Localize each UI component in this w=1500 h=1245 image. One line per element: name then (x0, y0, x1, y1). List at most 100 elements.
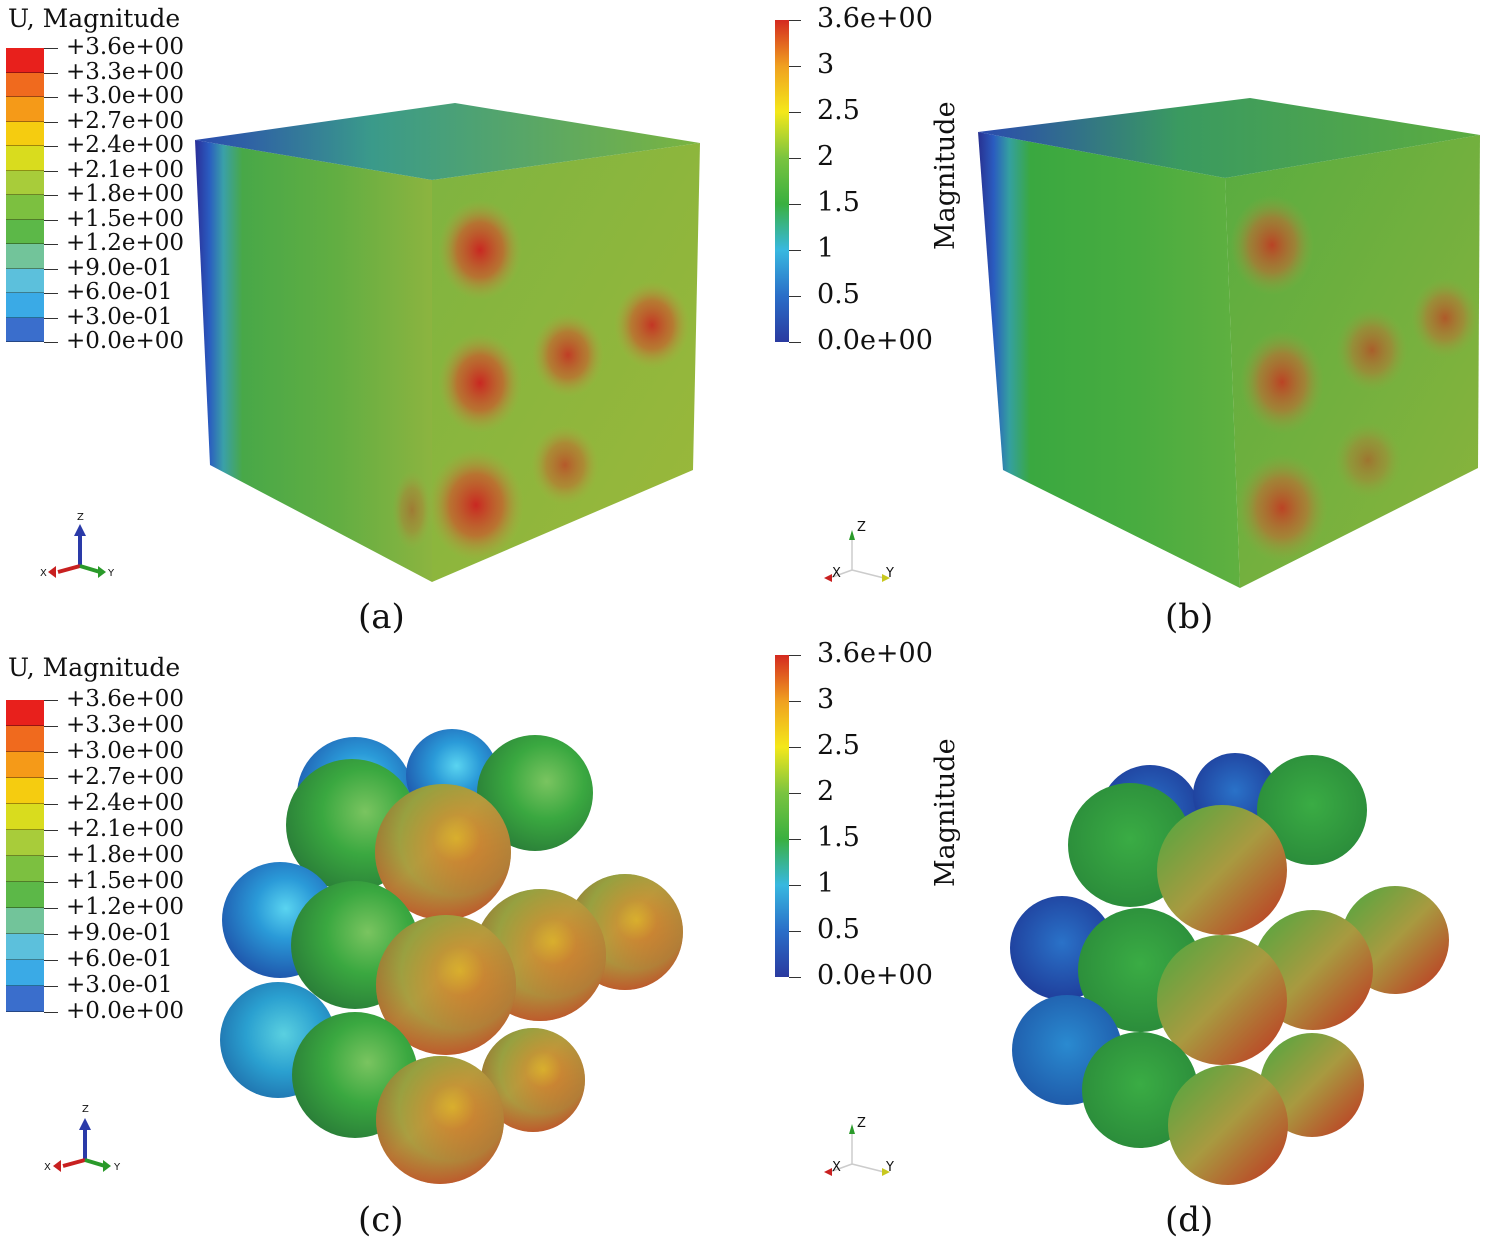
colorbar-tick (789, 793, 801, 794)
hot-spot (1336, 308, 1408, 392)
legend-tick (44, 293, 58, 294)
triad-x-label: X (44, 1162, 51, 1173)
triad-x-label: X (40, 568, 47, 579)
legend-tick (44, 146, 58, 147)
legend-label: +1.5e+00 (66, 868, 184, 894)
legend-label: +9.0e-01 (66, 920, 173, 946)
legend-tick (44, 908, 58, 909)
hot-spot (532, 313, 604, 397)
hot-spot (1230, 195, 1314, 295)
legend-tick (44, 804, 58, 805)
triad-y-label: Y (886, 1160, 894, 1175)
triad-y-label: Y (114, 1162, 121, 1173)
colorbar-label: 2 (817, 141, 835, 172)
legend-label: +3.0e+00 (66, 738, 184, 764)
colorbar-tick (789, 250, 801, 251)
legend-tick (44, 97, 58, 98)
colorbar-label: 1 (817, 233, 835, 264)
legend-title-a: U, Magnitude (8, 4, 181, 33)
colorbar-tick (789, 655, 801, 656)
abaqus-legend-c (6, 700, 44, 1012)
legend-tick (44, 960, 58, 961)
hot-spot (438, 200, 522, 300)
legend-tick (44, 48, 58, 49)
legend-label: +1.2e+00 (66, 894, 184, 920)
legend-tick (44, 170, 58, 172)
legend-tick (44, 72, 58, 74)
abaqus-legend-a (6, 48, 44, 342)
hot-spot (1236, 454, 1328, 562)
colorbar-tick (789, 701, 801, 702)
caption-a: (a) (358, 597, 405, 637)
legend-color-band (6, 195, 44, 220)
colorbar-tick (789, 112, 801, 113)
hot-spot (428, 449, 524, 561)
legend-color-band (6, 726, 44, 752)
colorbar-label: 2.5 (817, 730, 860, 761)
axis-triad-c (53, 1118, 111, 1172)
colorbar-label: 0.5 (817, 914, 860, 945)
hot-spot (392, 470, 432, 550)
legend-label: +3.6e+00 (66, 686, 184, 712)
legend-color-band (6, 121, 44, 146)
triad-z-label: Z (857, 1116, 866, 1131)
colorbar-tick (789, 296, 801, 297)
colorbar-tick (789, 839, 801, 840)
triad-z-label: Z (77, 512, 84, 523)
legend-tick (44, 1012, 58, 1013)
legend-label: +2.4e+00 (66, 790, 184, 816)
hot-spot (614, 281, 690, 369)
legend-tick (44, 317, 58, 319)
legend-tick (44, 882, 58, 883)
legend-label: +9.0e-01 (66, 254, 173, 281)
colorbar-label: 1.5 (817, 187, 860, 218)
legend-tick (44, 752, 58, 753)
legend-label: +2.7e+00 (66, 764, 184, 790)
legend-tick (44, 986, 58, 987)
legend-label: +0.0e+00 (66, 328, 184, 354)
caption-d: (d) (1165, 1200, 1214, 1240)
legend-color-band (6, 934, 44, 960)
legend-label: +1.8e+00 (66, 842, 184, 868)
axis-triad-d (824, 1124, 890, 1176)
legend-label: +3.3e+00 (66, 58, 184, 85)
legend-label: +1.5e+00 (66, 205, 184, 232)
legend-tick (44, 856, 58, 857)
colorbar-label: 3 (817, 684, 835, 715)
colorbar-b (775, 20, 789, 342)
legend-color-band (6, 293, 44, 318)
legend-tick (44, 268, 58, 270)
colorbar-label: 2.5 (817, 95, 860, 126)
hot-spot (1240, 330, 1324, 434)
legend-tick (44, 121, 58, 123)
legend-label: +2.4e+00 (66, 132, 184, 158)
legend-label: +3.6e+00 (66, 34, 184, 60)
colorbar-tick (789, 204, 801, 205)
legend-color-band (6, 170, 44, 195)
legend-label: +6.0e-01 (66, 946, 173, 972)
legend-label: +3.0e-01 (66, 303, 173, 330)
legend-label: +2.1e+00 (66, 156, 184, 183)
colorbar-tick (789, 931, 801, 932)
legend-color-band (6, 48, 44, 73)
legend-label: +2.1e+00 (66, 816, 184, 842)
colorbar-d (775, 655, 789, 977)
colorbar-label: 3.6e+00 (817, 3, 933, 34)
colorbar-label: 2 (817, 776, 835, 807)
triad-y-label: Y (886, 566, 894, 581)
colorbar-tick (789, 885, 801, 886)
legend-label: +1.8e+00 (66, 181, 184, 207)
legend-tick (44, 342, 58, 343)
legend-label: +3.0e+00 (66, 83, 184, 109)
hot-spot (531, 425, 599, 505)
legend-color-band (6, 882, 44, 908)
legend-color-band (6, 830, 44, 856)
legend-tick (44, 700, 58, 701)
triad-x-label: X (832, 566, 841, 581)
legend-color-band (6, 146, 44, 171)
colorbar-tick (789, 158, 801, 159)
